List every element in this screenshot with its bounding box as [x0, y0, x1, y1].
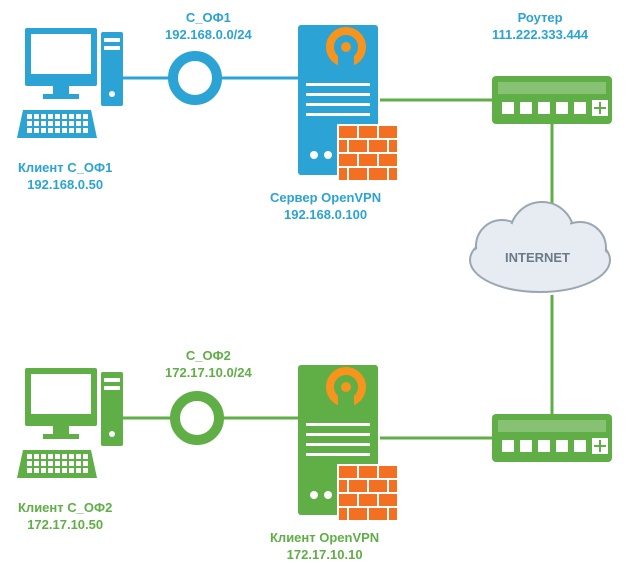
net2-label: С_ОФ2 172.17.10.0/24 — [165, 348, 252, 382]
diagram-svg — [0, 0, 634, 583]
server-ip: 192.168.0.100 — [284, 207, 367, 222]
net1-ip: 192.168.0.0/24 — [165, 27, 252, 42]
client1-title: Клиент С_ОФ1 — [18, 160, 112, 175]
net1-title: С_ОФ1 — [186, 10, 231, 25]
router1-label: Роутер 111.222.333.444 — [492, 10, 588, 44]
net2-title: С_ОФ2 — [186, 348, 231, 363]
net2-ip: 172.17.10.0/24 — [165, 365, 252, 380]
cloud-label: INTERNET — [505, 250, 570, 267]
router1-ip: 111.222.333.444 — [492, 27, 588, 42]
client1-label: Клиент С_ОФ1 192.168.0.50 — [18, 160, 112, 194]
server-label: Сервер OpenVPN 192.168.0.100 — [270, 190, 381, 224]
vpnclient-label: Клиент OpenVPN 172.17.10.10 — [270, 530, 379, 564]
vpnclient-title: Клиент OpenVPN — [270, 530, 379, 545]
net1-label: С_ОФ1 192.168.0.0/24 — [165, 10, 252, 44]
client2-title: Клиент С_ОФ2 — [18, 500, 112, 515]
cloud-text: INTERNET — [505, 250, 570, 265]
network-diagram: С_ОФ1 192.168.0.0/24 Роутер 111.222.333.… — [0, 0, 634, 583]
router1-title: Роутер — [518, 10, 563, 25]
client2-ip: 172.17.10.50 — [27, 517, 103, 532]
vpnclient-ip: 172.17.10.10 — [287, 547, 363, 562]
client1-ip: 192.168.0.50 — [27, 177, 103, 192]
server-title: Сервер OpenVPN — [270, 190, 381, 205]
client2-label: Клиент С_ОФ2 172.17.10.50 — [18, 500, 112, 534]
